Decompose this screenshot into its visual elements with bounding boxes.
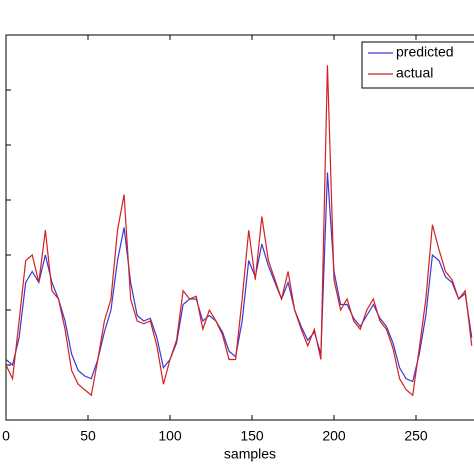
series-line (6, 65, 473, 397)
plot-frame (5, 34, 474, 421)
x-axis-label: samples (224, 446, 276, 462)
legend-box (361, 41, 474, 89)
x-tick-label: 100 (158, 428, 182, 444)
x-tick-label: 50 (80, 428, 96, 444)
x-tick-label: 250 (404, 428, 428, 444)
legend-label: actual (396, 65, 433, 81)
series-line (6, 172, 473, 383)
legend-label: predicted (396, 44, 454, 60)
x-tick-label: 200 (322, 428, 346, 444)
x-tick-label: 0 (2, 428, 10, 444)
plot-area (6, 65, 473, 397)
x-tick-label: 150 (240, 428, 264, 444)
